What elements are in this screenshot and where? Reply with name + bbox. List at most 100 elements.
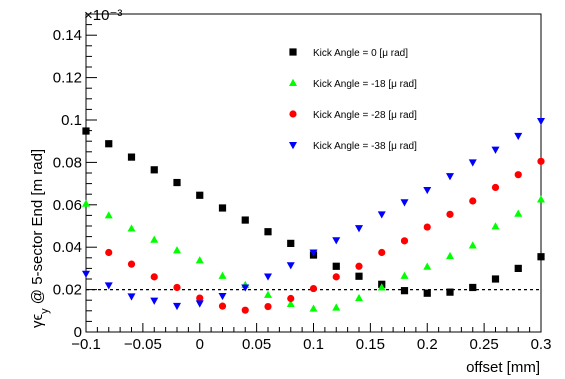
- data-point: [264, 290, 272, 298]
- y-tick-label: 0.08: [53, 154, 82, 171]
- data-point: [400, 287, 409, 295]
- y-tick-label: 0.02: [53, 282, 82, 299]
- data-point: [537, 157, 545, 165]
- data-point: [309, 249, 318, 257]
- legend-item: Kick Angle = -28 [μ rad]: [289, 110, 417, 121]
- data-point: [537, 253, 545, 261]
- data-point: [469, 283, 477, 292]
- data-point: [332, 303, 341, 311]
- data-point: [264, 302, 272, 311]
- data-point: [468, 159, 477, 167]
- y-axis-title-rest: @ 5-sector End [m rad]: [29, 149, 46, 308]
- data-point: [491, 222, 500, 230]
- data-point: [537, 195, 545, 203]
- series-3: [105, 157, 545, 314]
- data-point: [491, 275, 500, 283]
- data-point: [82, 199, 90, 207]
- series-4: [82, 118, 545, 311]
- data-point: [355, 225, 363, 233]
- data-point: [286, 299, 295, 308]
- data-point: [446, 251, 454, 260]
- data-point: [377, 283, 386, 291]
- data-point: [241, 216, 249, 224]
- data-point: [82, 270, 90, 278]
- data-point: [423, 289, 431, 297]
- data-point: [104, 282, 113, 290]
- data-point: [105, 248, 113, 257]
- data-point: [491, 146, 500, 154]
- series-2: [82, 195, 545, 312]
- data-point: [400, 271, 409, 279]
- data-point: [127, 293, 136, 301]
- legend-label: Kick Angle = -38 [μ rad]: [313, 141, 417, 152]
- data-point: [355, 272, 363, 280]
- data-point: [218, 302, 227, 310]
- data-point: [196, 294, 204, 302]
- axis-tick-labels: −0.1 −0.05 0 0.05 0.1 0.15 0.2 0.25 0.3 0 0.02 0.04…: [53, 27, 552, 353]
- data-point: [173, 178, 181, 187]
- legend-item: Kick Angle = -38 [μ rad]: [289, 141, 417, 152]
- y-tick-label: 0.1: [61, 112, 82, 129]
- legend: Kick Angle = 0 [μ rad] Kick Angle = -18 […: [289, 48, 417, 152]
- data-point: [332, 273, 340, 281]
- y-tick-label: 0: [74, 324, 82, 341]
- data-point: [150, 166, 158, 174]
- legend-label: Kick Angle = -28 [μ rad]: [313, 110, 417, 121]
- data-point: [468, 241, 477, 249]
- data-point: [241, 306, 249, 314]
- data-point: [378, 248, 386, 257]
- data-point: [400, 237, 409, 245]
- data-point: [423, 223, 431, 231]
- data-point: [377, 211, 386, 219]
- data-point: [241, 284, 250, 292]
- data-point: [264, 228, 272, 236]
- data-point: [150, 297, 159, 305]
- data-point: [105, 140, 113, 148]
- x-tick-label: 0.25: [470, 336, 499, 353]
- data-point: [127, 153, 136, 161]
- data-point: [400, 199, 409, 207]
- data-point: [173, 302, 181, 311]
- data-point: [150, 235, 159, 243]
- data-point: [332, 262, 340, 270]
- data-point: [196, 191, 204, 199]
- data-point: [218, 271, 227, 279]
- x-axis-title: offset [mm]: [466, 359, 540, 376]
- data-point: [104, 211, 113, 219]
- data-point: [514, 264, 522, 272]
- x-tick-label: −0.05: [124, 336, 162, 353]
- y-axis-title-main: γϵ: [29, 314, 46, 329]
- legend-marker: [289, 78, 297, 86]
- x-tick-label: 0.05: [242, 336, 271, 353]
- data-point: [355, 293, 363, 302]
- y-axis-title-subscript: y: [39, 308, 51, 314]
- legend-marker: [289, 110, 297, 118]
- axis-ticks: [85, 13, 542, 333]
- data-point: [287, 294, 295, 303]
- x-tick-label: 0.1: [303, 336, 324, 353]
- data-point: [446, 210, 454, 218]
- data-point: [446, 173, 454, 181]
- legend-item: Kick Angle = 0 [μ rad]: [289, 48, 408, 59]
- legend-item: Kick Angle = -18 [μ rad]: [289, 78, 417, 90]
- data-point: [537, 118, 545, 126]
- x-tick-label: 0.15: [356, 336, 385, 353]
- data-point: [332, 237, 341, 245]
- data-point: [469, 197, 477, 205]
- data-point: [309, 304, 318, 312]
- data-point: [514, 209, 523, 217]
- data-point: [173, 246, 181, 254]
- data-point: [264, 273, 272, 281]
- data-point: [491, 183, 500, 192]
- x-tick-label: −0.1: [71, 336, 101, 353]
- data-point: [82, 127, 90, 135]
- legend-label: Kick Angle = -18 [μ rad]: [313, 79, 417, 90]
- data-point: [127, 260, 136, 268]
- legend-label: Kick Angle = 0 [μ rad]: [313, 48, 408, 59]
- data-point: [423, 262, 432, 270]
- data-point: [195, 256, 204, 264]
- data-point: [309, 284, 318, 293]
- data-point: [514, 132, 523, 141]
- data-point: [218, 292, 227, 301]
